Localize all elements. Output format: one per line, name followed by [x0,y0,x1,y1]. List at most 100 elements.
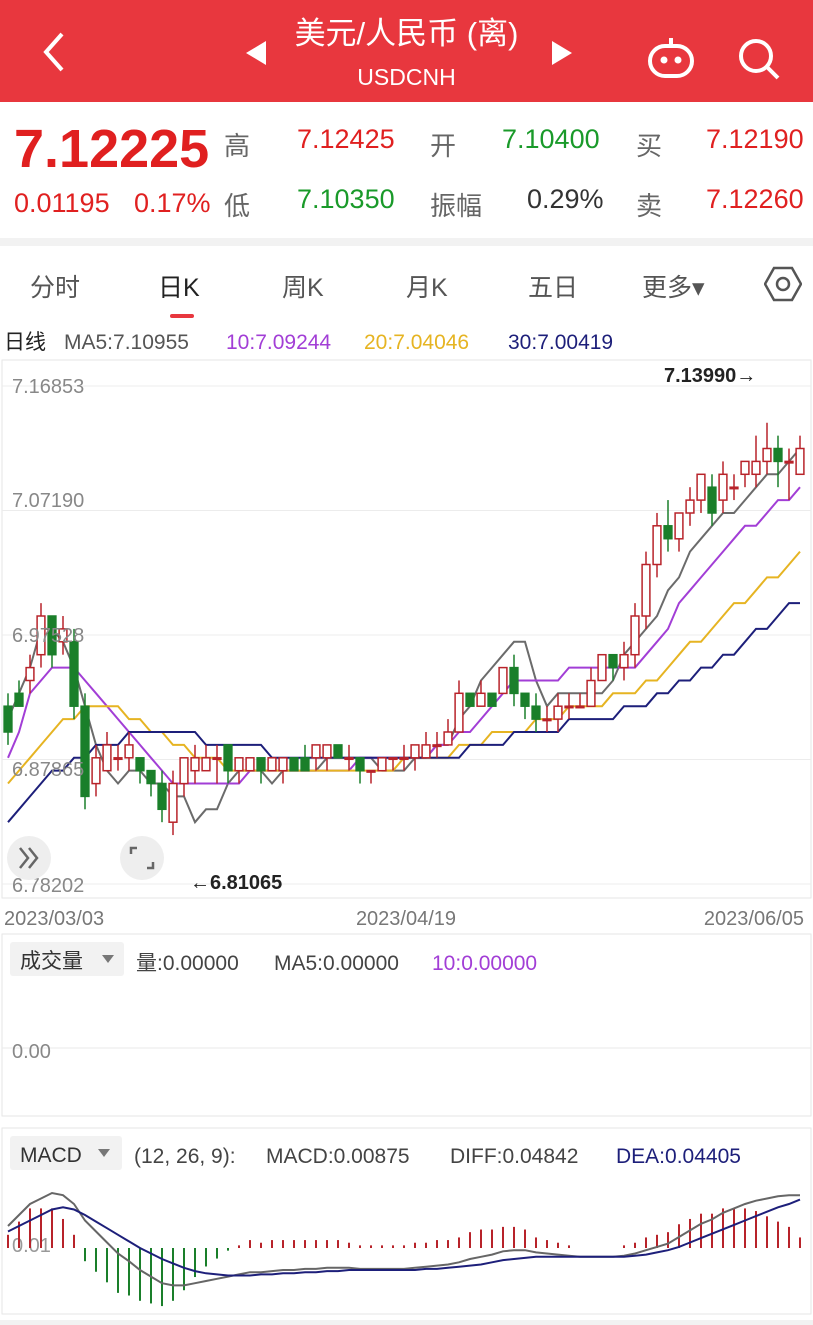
candle-up [388,757,398,761]
buy-value: 7.12190 [706,124,804,154]
robot-assistant-icon[interactable] [646,36,696,80]
candle-up [597,653,607,682]
candle-up [432,744,442,748]
price-change-pct: 0.17% [134,188,211,218]
high-label: 高 [224,131,251,161]
macd-diff-line [7,1191,800,1287]
tab-more[interactable]: 更多▾ [642,274,705,302]
candle-up [443,731,453,746]
candle-down [69,641,79,707]
candle-up [641,563,651,617]
chart-settings-icon[interactable] [764,266,802,302]
candle-down [608,653,618,669]
candle-up [498,666,508,695]
candle-up [729,486,739,490]
legend-ma10: 10:7.09244 [226,331,331,354]
candle-down [531,705,541,720]
y-tick-5: 6.78202 [12,875,84,897]
candle-down [355,757,365,772]
next-symbol-icon[interactable] [552,41,572,65]
candle-up [553,705,563,720]
candle-up [377,757,387,772]
y-tick-3: 6.97528 [12,625,84,647]
macd-legend-dea: DEA:0.04405 [616,1145,741,1168]
volume-legend-ma5: MA5:0.00000 [274,952,399,975]
volume-legend-ma10: 10:0.00000 [432,952,537,975]
max-price-label: 7.13990→ [664,365,756,387]
x-tick-start: 2023/03/03 [4,908,104,930]
macd-dea-line [7,1198,801,1277]
tab-daily-k[interactable]: 日K [158,274,200,302]
x-tick-end: 2023/06/05 [704,908,804,930]
candle-down [146,769,156,785]
macd-params: (12, 26, 9): [134,1145,236,1168]
volume-y-tick: 0.00 [12,1041,51,1063]
candle-up [366,769,376,773]
legend-ma5: MA5:7.10955 [64,331,189,354]
tab-weekly-k[interactable]: 周K [282,274,324,302]
candle-up [751,460,761,476]
candle-up [575,705,585,709]
candle-down [80,705,90,798]
tab-five-day[interactable]: 五日 [528,274,579,302]
candle-up [410,744,420,759]
candle-up [113,757,123,761]
min-price-label: ←6.81065 [190,872,282,894]
low-label: 低 [224,191,251,221]
volume-dropdown-icon [102,955,114,963]
volume-legend-vol: 量:0.00000 [136,952,239,975]
back-icon[interactable] [34,28,82,76]
candle-down [289,757,299,772]
search-icon[interactable] [736,36,782,82]
candle-down [3,705,13,733]
candle-up [168,782,178,823]
candle-up [179,757,189,785]
candle-up [762,447,772,463]
price-change: 0.01195 [14,188,110,218]
candle-down [520,692,530,707]
buy-label: 买 [636,131,663,161]
candle-down [465,692,475,707]
candle-up [190,757,200,772]
candle-up [91,757,101,785]
app-header: 美元/人民币 (离) USDCNH [0,0,813,102]
y-tick-2: 7.07190 [12,490,84,512]
candle-up [399,757,409,761]
candle-up [630,615,640,656]
tab-intraday[interactable]: 分时 [30,274,81,302]
candle-down [135,757,145,772]
y-tick-4: 6.87865 [12,759,84,781]
quote-panel: 7.12225 0.01195 0.17% 高 7.12425 开 7.1040… [0,102,813,238]
candle-up [278,757,288,772]
prev-symbol-icon[interactable] [246,41,266,65]
macd-indicator-select[interactable] [10,1136,122,1170]
candle-up [212,757,222,761]
candle-down [300,757,310,772]
legend-ma20: 20:7.04046 [364,331,469,354]
candle-down [663,525,673,540]
candle-up [652,525,662,566]
candle-down [773,447,783,463]
candle-up [234,757,244,772]
macd-legend-diff: DIFF:0.04842 [450,1145,578,1168]
symbol-code: USDCNH [357,64,456,90]
macd-legend-macd: MACD:0.00875 [266,1145,410,1168]
amplitude-label: 振幅 [430,191,483,221]
candle-up [267,757,277,772]
candle-down [509,666,519,695]
macd-dropdown-icon [98,1149,110,1157]
open-value: 7.10400 [502,124,600,154]
candle-down [223,744,233,772]
kline-period-label: 日线 [4,331,46,354]
amplitude-value: 0.29% [527,184,604,214]
tab-monthly-k[interactable]: 月K [406,274,448,302]
expand-chart-button[interactable] [7,836,51,880]
volume-indicator-select[interactable] [10,942,124,976]
fullscreen-button[interactable] [120,836,164,880]
low-value: 7.10350 [297,184,395,214]
candle-up [795,447,805,476]
candle-up [201,757,211,772]
x-tick-mid: 2023/04/19 [356,908,456,930]
candle-up [102,744,112,772]
candle-up [311,744,321,759]
